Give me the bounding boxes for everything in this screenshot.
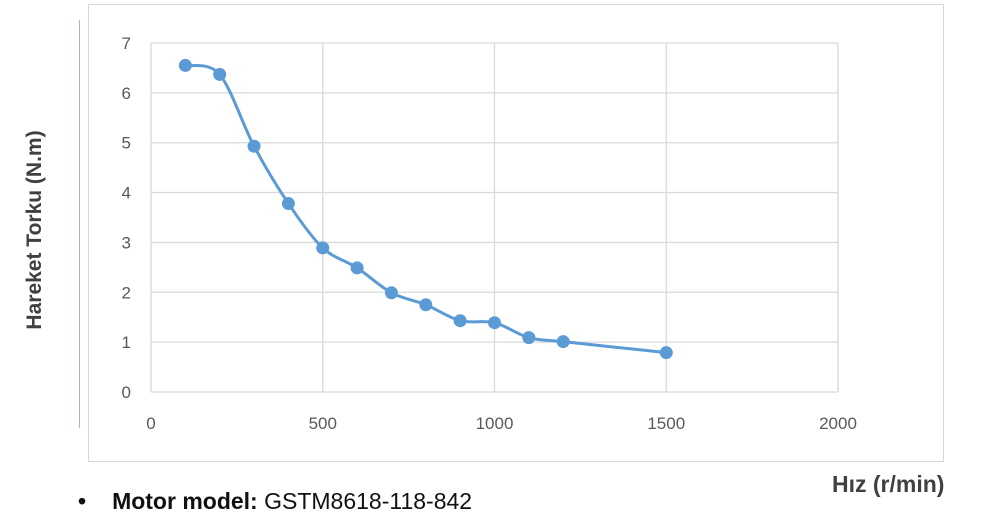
y-tick-label: 7	[122, 34, 131, 53]
y-tick-label: 6	[122, 84, 131, 103]
data-points	[178, 58, 673, 360]
data-point	[247, 139, 261, 153]
axis-ticks: 0 1 2 3 4 5 6 7 0 500 1000 1500 2000	[122, 34, 857, 433]
x-tick-label: 500	[309, 414, 337, 433]
data-point	[419, 298, 433, 312]
x-tick-label: 2000	[819, 414, 857, 433]
x-axis-title: Hız (r/min)	[832, 471, 945, 497]
y-tick-label: 5	[122, 134, 131, 153]
data-point	[384, 286, 398, 300]
data-point	[659, 346, 673, 360]
chart-frame	[88, 4, 944, 462]
y-tick-label: 3	[122, 233, 131, 252]
data-point	[316, 241, 330, 255]
y-tick-label: 4	[122, 184, 131, 203]
bullet-point: •	[78, 488, 87, 514]
data-point	[453, 314, 467, 328]
y-axis-title: Hareket Torku (N.m)	[23, 130, 46, 330]
data-point	[213, 67, 227, 81]
grid-lines	[150, 42, 839, 393]
y-tick-label: 0	[122, 383, 131, 402]
page-margin-rule	[79, 20, 80, 428]
y-tick-label: 1	[122, 333, 131, 352]
data-point	[556, 335, 570, 349]
motor-model-label: Motor model:	[112, 488, 258, 514]
data-point	[281, 197, 295, 211]
data-point	[488, 316, 501, 330]
x-tick-label: 1500	[647, 414, 685, 433]
data-point	[178, 58, 192, 72]
x-tick-label: 1000	[476, 414, 514, 433]
y-tick-label: 2	[122, 283, 131, 302]
motor-model-value: GSTM8618-118-842	[264, 488, 473, 514]
motor-model-line: • Motor model: GSTM8618-118-842	[78, 488, 472, 515]
data-point	[350, 261, 364, 275]
data-point	[522, 331, 536, 345]
x-tick-label: 0	[146, 414, 155, 433]
